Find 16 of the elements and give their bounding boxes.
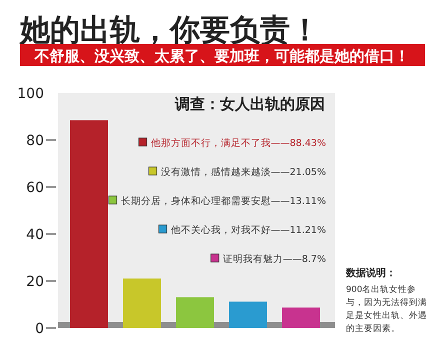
y-tick-label: 60 <box>26 180 44 196</box>
text: 900名出轨女性参与，因为无法得到满足是女性出轨、外遇的主要因素。 <box>346 284 427 334</box>
y-tick-label: 0 <box>35 321 44 337</box>
legend-label: 他不关心我，对我不好——11.21% <box>170 224 326 236</box>
chart-subtitle: 不舒服、没兴致、太累了、要加班，可能都是她的借口！ <box>34 47 410 65</box>
y-tick-label: 20 <box>26 274 44 290</box>
legend-label: 没有激情，感情越来越淡——21.05% <box>160 166 326 178</box>
legend-label: 长期分居，身体和心理都需要安慰——13.11% <box>120 195 326 207</box>
y-tick-label: 80 <box>26 133 44 149</box>
legend-label: 他那方面不行，满足不了我——88.43% <box>150 137 326 149</box>
y-tick-label: 40 <box>26 227 44 243</box>
y-tick-label: 100 <box>17 86 44 102</box>
annotation: 调查：女人出轨的原因 <box>174 95 325 113</box>
legend-label: 证明我有魅力——8.7% <box>222 253 326 265</box>
chart-title: 她的出轨，你要负责！ <box>19 13 320 48</box>
text: 数据说明： <box>345 267 396 279</box>
